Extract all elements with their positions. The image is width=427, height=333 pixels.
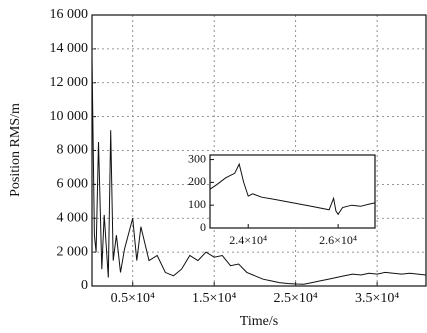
y-tick-label: 10 000 bbox=[50, 109, 89, 124]
y-tick-label: 100 bbox=[188, 197, 206, 211]
plot-frame bbox=[209, 154, 376, 229]
y-tick-label: 14 000 bbox=[50, 41, 89, 56]
y-tick-label: 6 000 bbox=[57, 177, 89, 192]
x-tick-label: 0.5×10⁴ bbox=[111, 291, 155, 306]
x-tick-label: 2.6×10⁴ bbox=[319, 233, 357, 247]
data-line bbox=[91, 57, 427, 285]
plot-area bbox=[210, 155, 375, 228]
y-tick-label: 0 bbox=[200, 220, 206, 234]
plot-frame bbox=[91, 14, 427, 287]
y-tick-label: 0 bbox=[81, 278, 88, 293]
y-tick-label: 200 bbox=[188, 174, 206, 188]
x-tick-label: 2.4×10⁴ bbox=[229, 233, 267, 247]
y-tick-label: 300 bbox=[188, 151, 206, 165]
data-line bbox=[209, 162, 376, 216]
y-tick-label: 2 000 bbox=[57, 244, 89, 259]
x-tick-label: 3.5×10⁴ bbox=[355, 291, 399, 306]
y-axis-label: Position RMS/m bbox=[8, 103, 23, 197]
x-axis-label: Time/s bbox=[240, 314, 278, 329]
y-tick-label: 4 000 bbox=[57, 210, 89, 225]
x-tick-label: 2.5×10⁴ bbox=[274, 291, 318, 306]
x-tick-label: 1.5×10⁴ bbox=[192, 291, 236, 306]
y-tick-label: 8 000 bbox=[57, 143, 89, 158]
y-tick-label: 12 000 bbox=[50, 75, 89, 90]
y-tick-label: 16 000 bbox=[50, 7, 89, 22]
